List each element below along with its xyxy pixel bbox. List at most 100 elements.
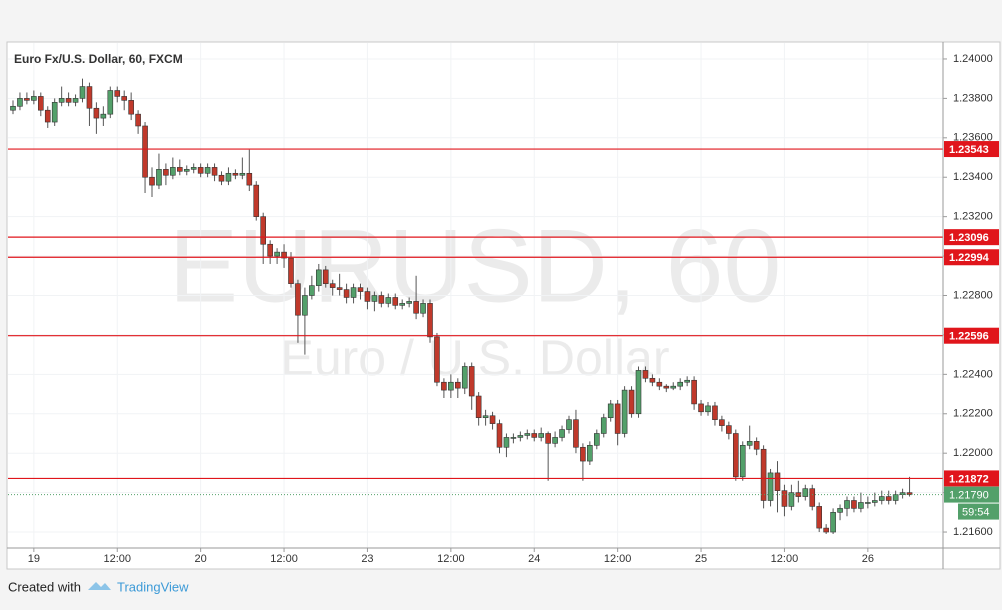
candle-body (10, 105, 16, 111)
candle-body (288, 257, 294, 284)
candle-body (225, 172, 232, 182)
candle-body (406, 301, 412, 304)
level-label: 1.22994 (949, 252, 990, 264)
candle-body (170, 167, 176, 176)
level-label-bg (944, 470, 999, 487)
y-tick-label: 1.22800 (953, 289, 993, 301)
candle-body (434, 336, 440, 383)
candle-body (371, 295, 378, 302)
level-label-bg (944, 249, 999, 266)
candle-body (489, 415, 496, 424)
x-tick-label: 24 (528, 553, 540, 565)
x-tick-label: 19 (28, 553, 40, 565)
candle-body (232, 172, 239, 176)
candle-body (86, 86, 93, 109)
candle-body (621, 389, 628, 434)
candle-body (204, 167, 211, 174)
candle-body (698, 403, 704, 413)
candle-body (760, 448, 767, 501)
y-tick-label: 1.23600 (953, 132, 993, 144)
candle-body (538, 433, 545, 438)
candle-body (774, 472, 781, 491)
candle-body (753, 441, 760, 450)
candle-body (482, 415, 489, 419)
candle-body (385, 297, 392, 304)
candle-body (503, 437, 510, 448)
candle-body (677, 381, 684, 387)
level-label-bg (944, 229, 999, 246)
x-tick-label: 23 (361, 553, 373, 565)
candle-body (309, 285, 315, 296)
level-label: 1.23096 (949, 232, 989, 244)
candle-body (802, 488, 809, 497)
candle-body (163, 169, 169, 176)
candle-body (767, 472, 774, 501)
candle-body (267, 243, 273, 257)
candle-body (461, 366, 468, 389)
candle-body (190, 167, 197, 170)
candle-body (448, 381, 454, 391)
candle-body (712, 405, 718, 420)
candle-body (691, 379, 697, 405)
candle-body (517, 435, 524, 438)
candle-body (177, 167, 183, 172)
candle-body (823, 527, 829, 533)
candle-body (211, 167, 218, 176)
candle-body (531, 433, 538, 438)
candle-body (142, 125, 148, 178)
candle-body (746, 441, 753, 446)
candle-body (329, 283, 336, 288)
candle-body (17, 98, 23, 107)
candle-body (274, 251, 280, 257)
candle-body (552, 437, 558, 444)
y-tick-label: 1.22200 (953, 408, 993, 420)
candle-body (58, 98, 65, 103)
candle-body (399, 303, 406, 306)
x-tick-label: 25 (695, 553, 707, 565)
x-tick-label: 20 (195, 553, 207, 565)
tradingview-logo (88, 582, 111, 590)
candle-body (72, 98, 79, 103)
candle-body (906, 492, 913, 495)
candle-body (587, 445, 593, 462)
candle-body (322, 269, 329, 284)
candle-body (128, 100, 134, 115)
watermark: EURUSD, 60 (169, 208, 782, 324)
candle-body (726, 425, 732, 434)
candle-body (378, 295, 385, 304)
level-label-bg (944, 327, 999, 344)
x-tick-label: 12:00 (270, 553, 298, 565)
candle-body (24, 98, 30, 101)
candle-body (593, 433, 600, 446)
candle-body (350, 287, 357, 298)
candle-body (844, 500, 850, 509)
candle-body (413, 301, 419, 314)
candle-body (809, 488, 816, 507)
footer-brand[interactable]: TradingView (117, 579, 189, 594)
y-tick-label: 1.22000 (953, 447, 993, 459)
candle-body (739, 445, 746, 478)
x-tick-label: 12:00 (771, 553, 799, 565)
y-tick-label: 1.23200 (953, 211, 993, 223)
candle-body (357, 287, 364, 292)
candle-body (364, 291, 371, 302)
candle-body (218, 174, 225, 182)
candle-body (239, 172, 246, 176)
candle-body (427, 303, 433, 338)
candle-body (635, 370, 642, 415)
candle-body (670, 385, 677, 389)
candle-body (878, 496, 885, 501)
candle-body (865, 502, 871, 504)
candle-body (197, 167, 204, 174)
candle-body (858, 502, 864, 509)
candle-body (246, 172, 253, 186)
candle-body (336, 287, 343, 290)
candle-body (468, 366, 475, 397)
candle-body (524, 433, 531, 436)
candle-body (260, 216, 267, 245)
level-label: 1.21872 (949, 473, 989, 485)
candle-body (566, 419, 572, 430)
candle-body (475, 395, 482, 419)
